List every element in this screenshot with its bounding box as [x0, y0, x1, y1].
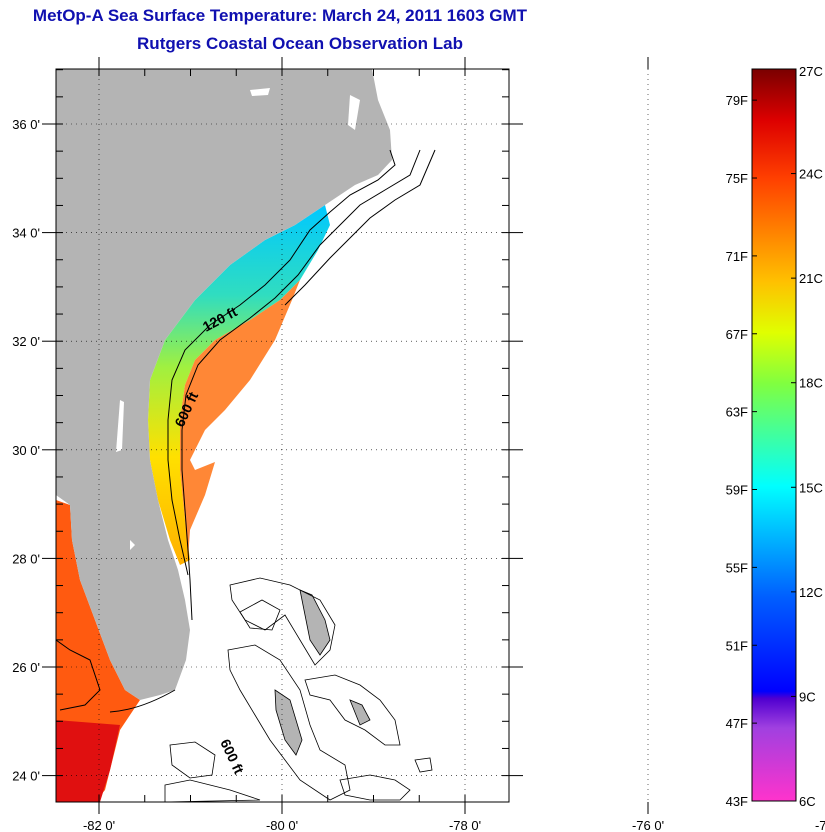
colorbar-f-label-47: 47F — [726, 716, 748, 731]
colorbar-c-label-24: 24C — [799, 167, 823, 182]
lon-label-78: -78 0' — [449, 818, 481, 832]
lon-label-82: -82 0' — [83, 818, 115, 832]
colorbar-c-label-18: 18C — [799, 376, 823, 391]
lon-label-74: -74 0' — [815, 818, 825, 832]
colorbar-f-label-51: 51F — [726, 638, 748, 653]
colorbar-f-label-55: 55F — [726, 560, 748, 575]
colorbar-f-label-59: 59F — [726, 483, 748, 498]
lat-label-24: 24 0' — [12, 769, 40, 784]
colorbar-f-label-75: 75F — [726, 171, 748, 186]
colorbar-f-label-71: 71F — [726, 249, 748, 264]
colorbar-f-label-67: 67F — [726, 327, 748, 342]
map-plot-area — [56, 69, 436, 802]
colorbar-f-label-63: 63F — [726, 405, 748, 420]
colorbar — [751, 68, 797, 802]
bahamas-banks-contours — [164, 577, 433, 802]
lon-label-76: -76 0' — [632, 818, 664, 832]
colorbar-c-label-12: 12C — [799, 585, 823, 600]
contour-label-600ft-south: 600 ft — [217, 737, 247, 777]
lat-label-34: 34 0' — [12, 226, 40, 241]
longitude-labels: -82 0' -80 0' -78 0' -76 0' -74 0' — [83, 818, 825, 832]
land-southeast-us — [56, 69, 392, 700]
colorbar-c-label-6: 6C — [799, 794, 816, 809]
colorbar-f-label-43: 43F — [726, 794, 748, 809]
bahamas-islands — [274, 589, 371, 756]
inland-water — [116, 88, 360, 550]
colorbar-fahrenheit-labels: 43F 47F 51F 55F 59F 63F 67F 71F 75F 79F — [726, 93, 757, 809]
graticule — [42, 57, 649, 814]
colorbar-c-label-21: 21C — [799, 271, 823, 286]
lat-label-28: 28 0' — [12, 551, 40, 566]
sst-warm-offshore-north — [180, 280, 300, 560]
lat-label-30: 30 0' — [12, 443, 40, 458]
map-title: MetOp-A Sea Surface Temperature: March 2… — [32, 6, 528, 25]
lat-label-36: 36 0' — [12, 117, 40, 132]
lat-label-32: 32 0' — [12, 334, 40, 349]
map-subtitle: Rutgers Coastal Ocean Observation Lab — [137, 34, 463, 53]
sst-swath-southeast — [148, 205, 330, 565]
colorbar-c-label-15: 15C — [799, 480, 823, 495]
florida-keys — [109, 689, 176, 713]
sst-hot-gulf — [56, 720, 120, 802]
colorbar-c-label-9: 9C — [799, 689, 816, 704]
colorbar-c-label-27: 27C — [799, 64, 823, 79]
colorbar-celsius-labels: 6C 9C 12C 15C 18C 21C 24C 27C — [791, 64, 823, 809]
lon-label-80: -80 0' — [266, 818, 298, 832]
latitude-labels: 36 0' 34 0' 32 0' 30 0' 28 0' 26 0' 24 0' — [12, 117, 40, 784]
colorbar-f-label-79: 79F — [726, 93, 748, 108]
bathymetry-contours — [56, 149, 436, 711]
lat-label-26: 26 0' — [12, 660, 40, 675]
